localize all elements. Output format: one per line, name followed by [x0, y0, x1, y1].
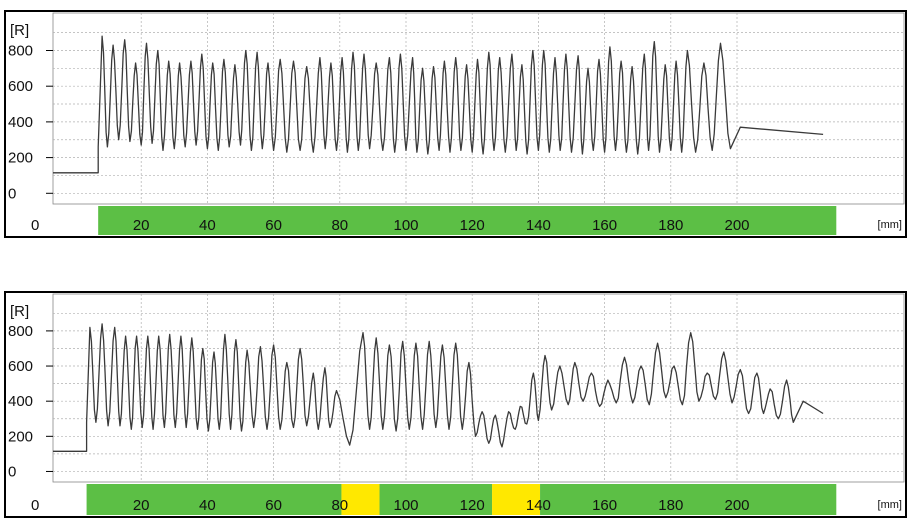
x-tick-label: 40 — [199, 217, 216, 234]
ruler-band-flag — [341, 484, 380, 515]
ruler-band-ok — [379, 484, 493, 515]
x-tick-label: 200 — [724, 217, 749, 234]
x-tick-label: 100 — [393, 217, 418, 234]
x-tick-label: 20 — [133, 217, 150, 234]
ruler-band-ok — [86, 484, 342, 515]
ruler-band-flag — [492, 484, 541, 515]
y-tick-label: 200 — [8, 150, 33, 167]
x-tick-label: 20 — [133, 497, 150, 514]
x-origin-label: 0 — [31, 217, 39, 234]
x-tick-label: 60 — [265, 497, 282, 514]
x-tick-label: 180 — [658, 497, 683, 514]
x-tick-label: 40 — [199, 497, 216, 514]
x-tick-label: 120 — [460, 497, 485, 514]
chart-panel-top: [R] 800 600 400 200 0 0 20 40 60 80 100 120 140 160 180… — [0, 0, 908, 240]
plot-area — [52, 12, 905, 205]
x-tick-label: 180 — [658, 217, 683, 234]
x-tick-label: 120 — [460, 217, 485, 234]
y-unit-label: [R] — [10, 303, 29, 320]
x-tick-label: 100 — [393, 497, 418, 514]
y-tick-label: 400 — [8, 393, 33, 410]
y-tick-label: 800 — [8, 323, 33, 340]
y-tick-label: 600 — [8, 78, 33, 95]
x-tick-label: 160 — [592, 217, 617, 234]
y-tick-label: 800 — [8, 42, 33, 59]
chart-bottom-svg: [R] 800 600 400 200 00 20 40 60 80 100 120 140 160 180… — [4, 291, 907, 518]
y-tick-label: 200 — [8, 428, 33, 445]
x-tick-label: 60 — [265, 217, 282, 234]
x-tick-label: 140 — [526, 497, 551, 514]
chart-panel-bottom: [R] 800 600 400 200 0 0 20 40 60 80 100 120 140 160 180… — [0, 286, 908, 519]
ruler-band-ok — [98, 206, 837, 235]
x-tick-label: 140 — [526, 217, 551, 234]
signal-trace — [53, 323, 824, 452]
chart-top-svg: [R] 800 600 400 200 00 20 40 60 80 100 120 140 160 180… — [4, 10, 907, 238]
y-tick-label: 0 — [8, 463, 16, 480]
y-tick-label: 0 — [8, 185, 16, 202]
x-tick-label: 80 — [331, 217, 348, 234]
y-unit-label: [R] — [10, 22, 29, 39]
x-unit-label: [mm] — [878, 499, 902, 511]
y-tick-label: 400 — [8, 114, 33, 131]
x-unit-label: [mm] — [878, 219, 902, 231]
x-tick-label: 160 — [592, 497, 617, 514]
ruler-band-ok — [540, 484, 837, 515]
x-tick-label: 80 — [331, 497, 348, 514]
x-tick-label: 200 — [724, 497, 749, 514]
signal-trace — [53, 35, 824, 174]
x-origin-label: 0 — [31, 497, 39, 514]
y-tick-label: 600 — [8, 358, 33, 375]
